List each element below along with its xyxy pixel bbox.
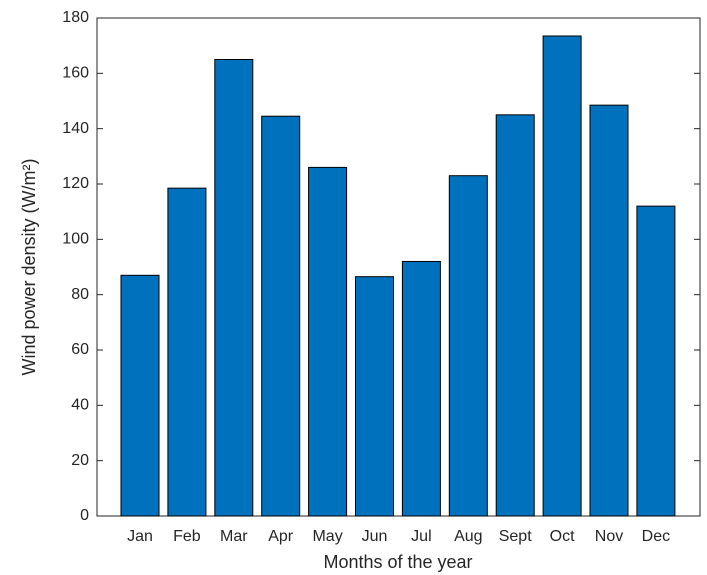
x-tick-label: Nov bbox=[595, 528, 623, 545]
x-axis-title: Months of the year bbox=[323, 552, 472, 572]
x-tick-label: Dec bbox=[642, 528, 670, 545]
x-tick-label: Sept bbox=[499, 528, 532, 545]
y-tick-label: 180 bbox=[62, 9, 89, 26]
y-axis-title: Wind power density (W/m²) bbox=[19, 158, 39, 375]
x-tick-label: Jan bbox=[127, 528, 153, 545]
x-tick-label: Feb bbox=[173, 528, 201, 545]
bar bbox=[355, 276, 394, 517]
y-tick-label: 80 bbox=[71, 286, 89, 303]
y-tick-label: 160 bbox=[62, 65, 89, 82]
bar bbox=[448, 175, 488, 517]
bar bbox=[120, 274, 160, 517]
y-tick-label: 120 bbox=[62, 175, 89, 192]
bar bbox=[636, 205, 676, 517]
y-tick-label: 0 bbox=[80, 507, 89, 524]
x-tick-label: May bbox=[312, 528, 342, 545]
y-tick-label: 40 bbox=[71, 397, 89, 414]
x-tick-label: Jul bbox=[411, 528, 431, 545]
bar bbox=[589, 104, 629, 517]
x-tick-label: Aug bbox=[454, 528, 482, 545]
x-tick-label: Jun bbox=[362, 528, 388, 545]
bar bbox=[308, 166, 348, 517]
x-tick-label: Apr bbox=[268, 528, 294, 545]
bar bbox=[261, 115, 301, 517]
bar bbox=[401, 260, 441, 517]
bar bbox=[167, 187, 207, 517]
plot-frame bbox=[96, 17, 701, 517]
y-tick-label: 20 bbox=[71, 452, 89, 469]
bar bbox=[214, 59, 254, 517]
y-tick-label: 60 bbox=[71, 341, 89, 358]
bar bbox=[495, 114, 535, 517]
x-tick-label: Mar bbox=[220, 528, 248, 545]
y-tick-label: 140 bbox=[62, 120, 89, 137]
x-tick-label: Oct bbox=[550, 528, 575, 545]
y-tick-label: 100 bbox=[62, 231, 89, 248]
bar bbox=[542, 35, 582, 517]
